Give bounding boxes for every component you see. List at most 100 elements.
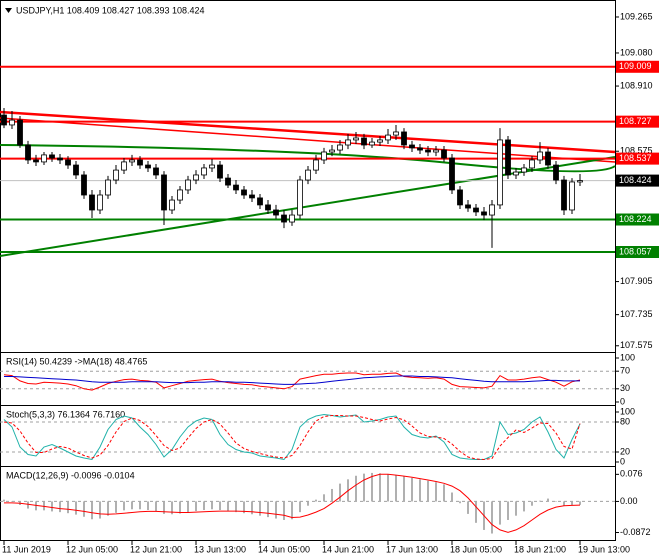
histogram-bar [259,501,261,516]
histogram-bar [67,501,69,514]
candle-body [449,157,455,191]
histogram-bar [467,501,469,514]
y-tick-label: 80 [620,416,630,426]
candle-body [273,209,279,216]
histogram-bar [563,501,565,506]
histogram-bar [83,501,85,517]
histogram-bar [331,488,333,502]
histogram-bar [59,501,61,513]
histogram-bar [227,501,229,512]
histogram-bar [131,501,133,510]
candle-body [433,149,439,153]
level-label-box [616,152,659,165]
histogram-bar [419,479,421,502]
level-label: 109.009 [619,61,652,71]
candle-body [321,151,327,161]
histogram-bar [219,501,221,510]
histogram-bar [443,484,445,502]
histogram-bar [315,499,317,502]
y-tick-label: 109.265 [620,11,653,21]
candle-body [169,199,175,211]
indicator-line [4,375,580,385]
histogram-bar [43,501,45,511]
candle-body [185,179,191,191]
candle-body [289,214,295,223]
candle-body [241,189,247,196]
candle-body [49,154,55,159]
x-tick-label: 14 Jun 21:00 [322,544,374,554]
marks: 109.265 109.080 108.910 108.575 107.905 107.7… [0,11,659,554]
indicator-line [3,372,581,391]
histogram-bar [491,501,493,534]
histogram-bar [355,475,357,502]
histogram-bar [51,501,53,512]
candle-body [417,147,423,151]
candle-body [249,194,255,199]
histogram-bar [139,501,141,510]
level-label-box [616,60,659,73]
y-tick-label: 30 [620,383,630,393]
candle-body [497,139,503,206]
histogram-bar [427,480,429,502]
candle-body [553,164,559,181]
level-label: 108.727 [619,116,652,126]
histogram-bar [531,501,533,506]
level-label-box [616,246,659,258]
candle-body [401,131,407,146]
histogram-bar [251,501,253,515]
candle-body [161,174,167,211]
histogram-bar [203,501,205,510]
level-label: 108.537 [619,153,652,163]
candle-body [577,180,583,183]
histogram-bar [163,501,165,514]
candle-body [17,119,23,146]
candle-body [305,169,311,181]
candle-body [457,189,463,206]
candle-body [281,214,287,223]
candle-body [297,179,303,216]
candle-body [25,144,31,161]
histogram-bar [187,501,189,513]
candle-body [225,177,231,186]
histogram-bar [323,494,325,502]
histogram-bar [411,477,413,502]
candle-body [473,207,479,213]
x-tick-label: 17 Jun 13:00 [386,544,438,554]
menu-triangle[interactable] [5,8,12,13]
histogram-bar [115,501,117,513]
level-label-box [616,115,659,128]
histogram-bar [515,501,517,516]
candle-body [505,139,511,176]
candle-body [465,204,471,209]
candle-body [177,189,183,201]
candle-body [153,167,159,176]
candle-body [521,167,527,173]
chart-title: USDJPY,H1 108.409 108.427 108.393 108.42… [16,5,205,15]
candle-body [121,161,127,171]
x-tick-label: 19 Jun 13:00 [578,544,630,554]
indicator-line [3,415,581,461]
candle-body [345,139,351,146]
candle-body [481,211,487,216]
histogram-bar [339,483,341,502]
y-tick-label: 100 [620,406,635,416]
candle-body [73,164,79,176]
histogram-bar [171,501,173,515]
histogram-bar [267,501,269,518]
histogram-bar [499,501,501,525]
histogram-bar [179,501,181,514]
y-tick-label: 107.905 [620,276,653,286]
histogram-bar [243,501,245,514]
histogram-bar [387,473,389,502]
histogram-bar [27,501,29,509]
candle-body [353,137,359,141]
x-tick-label: 12 Jun 05:00 [66,544,118,554]
candle-body [33,159,39,163]
candle-body [313,159,319,171]
candle-body [513,171,519,176]
x-tick-label: 12 Jun 21:00 [130,544,182,554]
histogram-bar [11,501,13,502]
candle-body [1,114,7,126]
y-tick-label: 107.575 [620,340,653,350]
y-tick-label: 100 [620,352,635,362]
